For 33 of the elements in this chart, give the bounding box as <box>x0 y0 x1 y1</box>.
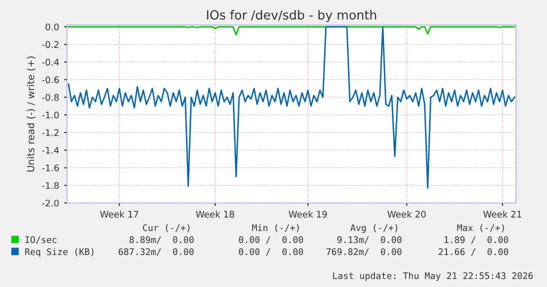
text: Min (-/+) <box>252 224 299 232</box>
y-tick-label: 0.0 <box>46 23 59 30</box>
text: 1.89 / 0.00 <box>444 236 508 244</box>
x-tick-label: Week 17 <box>100 210 138 218</box>
text: 0.00 / 0.00 <box>238 248 303 256</box>
y-tick-label: -1.6 <box>42 164 59 172</box>
x-tick-label: Week 19 <box>288 210 327 218</box>
y-tick-label: -1.0 <box>42 112 59 118</box>
text: 9.13m/ 0.00 <box>337 236 402 244</box>
text: 21.66 / 0.00 <box>438 248 508 256</box>
y-tick-label: -1.2 <box>42 129 58 136</box>
text: Last update: Thu May 21 22:55:43 2026 <box>333 272 533 281</box>
legend-label: Req Size (KB) <box>25 248 94 257</box>
y-tick-label: -2.0 <box>42 200 59 207</box>
y-axis-title: Units read (-) / write (+) <box>26 56 36 172</box>
y-tick-label: -0.4 <box>42 58 59 66</box>
legend-label: IO/sec <box>26 236 56 244</box>
y-tick-label: -0.8 <box>42 94 59 101</box>
text: Avg (-/+) <box>350 224 398 233</box>
text: Max (-/+) <box>457 224 504 232</box>
text: 687.32m/ 0.00 <box>118 248 194 256</box>
y-tick-label: -1.4 <box>42 146 59 154</box>
x-tick-label: Week 21 <box>483 210 522 218</box>
text: 0.00 / 0.00 <box>238 236 303 244</box>
text: 8.89m/ 0.00 <box>130 236 194 244</box>
x-tick-label: Week 20 <box>388 210 426 218</box>
chart-title: IOs for /dev/sdb - by month <box>207 10 376 22</box>
y-tick-label: -0.6 <box>42 76 59 84</box>
text: Cur (-/+) <box>142 224 190 232</box>
text: 769.82m/ 0.00 <box>326 248 402 256</box>
x-tick-label: Week 18 <box>196 210 234 218</box>
y-tick-label: -1.8 <box>42 182 59 189</box>
y-tick-label: -0.2 <box>42 41 58 48</box>
